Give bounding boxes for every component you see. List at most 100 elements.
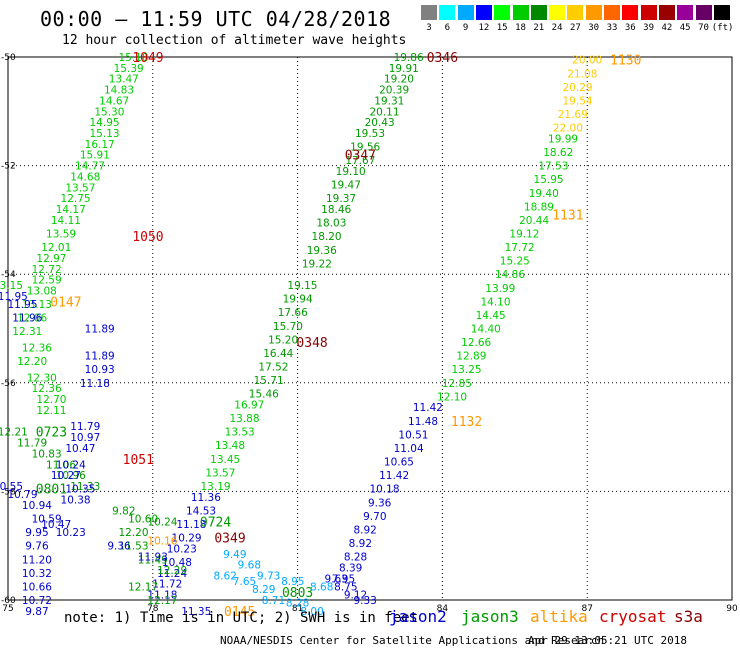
swh-value: 14.77 [75,161,105,173]
swh-value: 9.68 [238,560,261,572]
scale-label: 45 [679,23,691,33]
x-tick-label: 78 [147,604,159,614]
swh-value: 20.11 [369,106,399,118]
swh-value: 8.29 [252,584,275,596]
swh-value: 12.20 [118,527,148,539]
swh-value: 11.48 [408,416,438,428]
pass-time-label: 1051 [123,453,154,468]
swh-value: 20.39 [379,85,409,97]
swh-value: 20.44 [519,215,549,227]
swh-value: 11.42 [379,470,409,482]
swh-value: 10.66 [22,581,52,593]
swh-value: 8.00 [300,606,323,618]
swh-value: 16.97 [234,400,264,412]
pass-time-label: 0348 [296,336,327,351]
swh-value: 19.10 [336,166,366,178]
swh-value: 15.71 [254,375,284,387]
swh-value: 12.29 [157,565,187,577]
scale-label: 9 [462,23,469,33]
swh-value: 10.47 [41,519,71,531]
swh-value: 9.12 [344,590,367,602]
scale-label: 30 [588,23,600,33]
map-frame [7,56,733,601]
swh-value: 10.72 [22,595,52,607]
scale-swatch [585,5,602,20]
track-jason3-1050: 13.1512.3112.3612.2012.3012.3612.7012.11… [0,230,164,417]
scale-swatch [640,5,657,20]
scale-label: 24 [551,23,563,33]
swh-value: 8.92 [349,538,372,550]
swh-value: 12.30 [27,372,57,384]
swh-value: 13.19 [201,481,231,493]
swh-value: 9.87 [25,606,48,618]
swh-value: 9.36 [107,541,131,553]
y-tick-label: -50 [1,53,16,63]
swh-value: 12.72 [32,264,62,276]
scale-label: 12 [478,23,490,33]
swh-value: 16.17 [85,139,115,151]
swh-value: 20.00 [572,55,602,67]
swh-value: 19.94 [283,294,313,306]
swh-value: 8.95 [281,576,304,588]
swh-value: 9.63 [325,573,348,585]
pass-time-label: 0347 [345,149,376,164]
satellite-tracks: 19.8619.9119.2020.3919.3120.1120.4319.53… [0,51,641,620]
track-jason3-0346: 19.8619.9119.2020.3919.3120.1120.4319.53… [302,51,458,270]
swh-value: 12.01 [41,242,71,254]
swh-value: 11.93 [138,552,168,564]
swh-value: 7.95 [332,573,355,585]
swh-value: 12.36 [22,343,52,355]
pass-time-label: 1050 [132,230,163,245]
swh-value: 9.76 [25,541,49,553]
page-subtitle: 12 hour collection of altimeter wave hei… [62,33,407,48]
swh-value: 13.59 [46,228,76,240]
swh-value: 11.18 [176,519,206,531]
scale-swatch [530,5,547,20]
swh-value: 11.18 [147,590,177,602]
swh-value: 15.70 [273,321,303,333]
swh-value: 10.29 [172,533,202,545]
swh-value: 10.38 [61,495,91,507]
swh-value: 9.33 [353,595,376,607]
pass-time-label: 1132 [451,415,482,430]
swh-value: 19.37 [326,193,356,205]
swh-value: 17.67 [345,155,375,167]
swh-value: 15.25 [500,256,530,268]
swh-value: 10.35 [65,484,95,496]
credit-line: NOAA/NESDIS Center for Satellite Applica… [220,634,605,647]
swh-value: 8.92 [353,524,376,536]
swh-value: 14.83 [104,85,134,97]
x-tick-label: 90 [726,604,738,614]
legend-cryosat: cryosat [599,607,667,626]
swh-value: 11.04 [394,443,424,455]
pass-time-label: 1131 [552,208,583,223]
swh-value: 11.95 [7,299,37,311]
swh-value: 11.95 [0,291,28,303]
scale-label: 42 [661,23,673,33]
swh-value: 11.53 [118,541,148,553]
swh-value: 13.53 [225,427,255,439]
swh-value: 19.99 [548,133,578,145]
scale-swatch [439,5,456,20]
track-jason3-1049: 15.1815.3913.4714.8314.6715.3014.9515.13… [17,51,164,325]
swh-value: 8.28 [344,552,367,564]
swh-value: 9.82 [112,505,135,517]
swh-value: 19.15 [287,280,317,292]
swh-value: 11.79 [70,421,100,433]
swh-value: 14.45 [476,310,506,322]
swh-value: 17.52 [258,362,288,374]
swh-value: 12.06 [17,313,47,325]
swh-value: 8.62 [214,571,237,583]
scale-label: 3 [426,23,432,33]
swh-value: 13.25 [452,364,482,376]
swh-value: 11.89 [85,324,115,336]
scale-label: 36 [624,23,636,33]
scale-swatch [713,5,730,20]
map-grid [7,56,733,601]
swh-value: 11.33 [70,481,100,493]
swh-value: 7.65 [233,576,256,588]
swh-value: 12.20 [17,356,47,368]
